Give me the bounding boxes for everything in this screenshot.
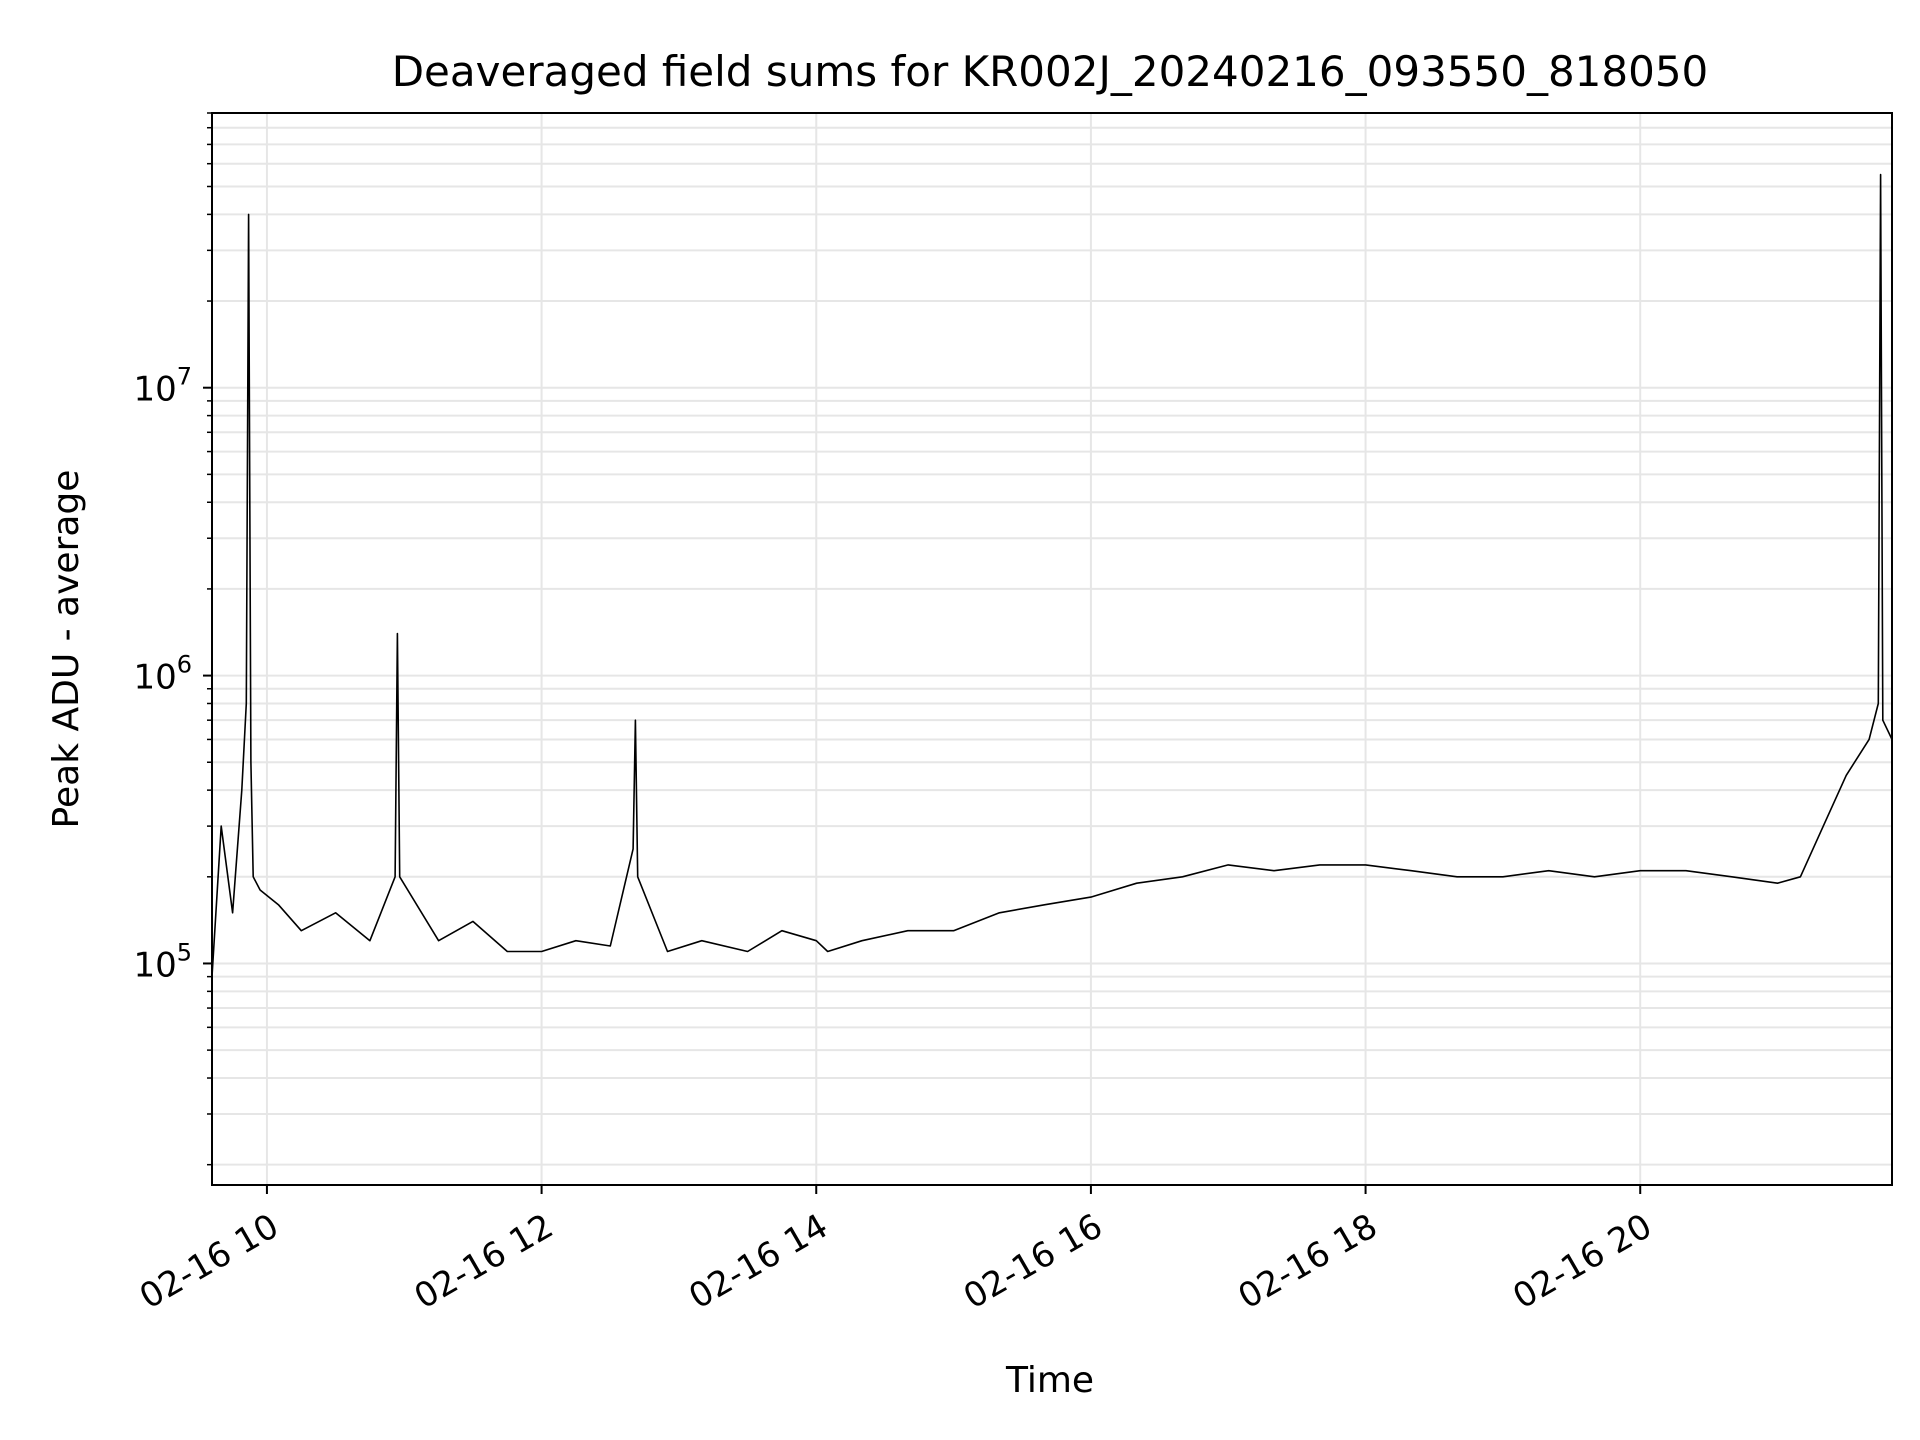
- y-tick-label: 105: [133, 938, 192, 985]
- y-tick-label-exponent: 6: [177, 651, 192, 679]
- chart-title: Deaveraged field sums for KR002J_2024021…: [392, 47, 1709, 96]
- y-tick-label-exponent: 5: [177, 938, 192, 966]
- series-line: [211, 173, 1893, 977]
- x-tick-label: 02-16 14: [682, 1206, 834, 1317]
- x-tick-label: 02-16 18: [1232, 1206, 1384, 1317]
- plot-frame: [211, 112, 1893, 1186]
- x-tick-label: 02-16 16: [957, 1206, 1109, 1317]
- x-tick-label: 02-16 12: [408, 1206, 560, 1317]
- x-axis-label: Time: [1005, 1360, 1094, 1401]
- y-tick-label-base: 10: [133, 370, 176, 410]
- x-tick-label: 02-16 10: [133, 1206, 285, 1317]
- series-line-layer: [211, 173, 1893, 977]
- y-tick-label: 107: [133, 363, 192, 410]
- y-tick-label: 106: [133, 651, 192, 698]
- y-axis-label: Peak ADU - average: [46, 470, 87, 829]
- y-tick-label-base: 10: [133, 658, 176, 698]
- y-tick-label-base: 10: [133, 945, 176, 985]
- x-tick-label: 02-16 20: [1506, 1206, 1658, 1317]
- grid-layer: [212, 112, 1892, 1185]
- y-tick-label-exponent: 7: [177, 363, 192, 391]
